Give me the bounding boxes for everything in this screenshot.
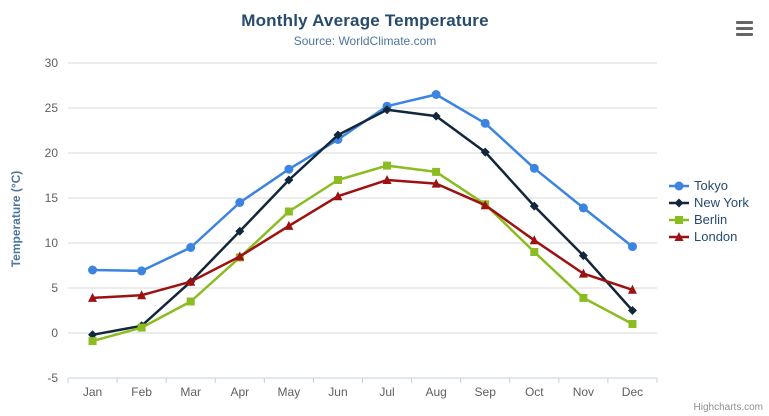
chart-subtitle: Source: WorldClimate.com [293,34,437,48]
x-axis-label: Jul [379,385,394,399]
legend-label: London [694,229,738,244]
berlin-series-marker-icon [669,215,689,224]
data-point-marker[interactable] [627,242,637,252]
legend: Tokyo New York Berlin London [669,177,749,245]
data-point-marker[interactable] [480,200,490,210]
data-point-marker[interactable] [628,320,637,328]
data-point-marker[interactable] [88,292,98,302]
data-point-marker[interactable] [383,161,392,170]
data-point-marker[interactable] [627,284,637,294]
y-axis-label: -5 [47,371,58,385]
data-point-marker[interactable] [432,167,441,176]
y-axis-label: 0 [51,326,58,340]
data-point-marker[interactable] [382,105,392,115]
data-point-marker[interactable] [88,330,98,340]
legend-label: New York [694,195,749,210]
series-line[interactable] [91,164,634,343]
data-point-marker[interactable] [284,175,294,185]
data-point-marker[interactable] [431,90,441,99]
export-menu-button[interactable] [732,17,756,39]
data-point-marker[interactable] [137,290,147,300]
data-point-marker[interactable] [333,191,343,201]
x-axis-label: Mar [180,385,201,399]
data-point-marker[interactable] [333,130,343,140]
data-point-marker[interactable] [529,235,539,245]
data-point-marker[interactable] [578,251,588,261]
data-point-marker[interactable] [284,220,294,230]
data-point-marker[interactable] [137,323,146,332]
data-point-marker[interactable] [529,201,539,211]
y-axis-label: 20 [45,146,59,160]
x-axis-label: Apr [230,385,249,399]
data-point-marker[interactable] [88,337,97,346]
series-line[interactable] [91,93,634,273]
legend-item-tokyo[interactable]: Tokyo [669,177,749,194]
data-point-marker[interactable] [88,265,98,275]
x-axis-label: Nov [573,385,594,399]
y-axis-label: 15 [45,191,59,205]
x-axis-label: Sep [475,385,497,399]
hamburger-menu-icon [735,26,753,30]
data-point-marker[interactable] [235,251,245,261]
data-point-marker[interactable] [333,176,342,184]
data-point-marker[interactable] [579,293,588,302]
data-point-marker[interactable] [431,111,441,121]
legend-label: Tokyo [694,178,728,193]
legend-label: Berlin [694,212,728,227]
series-tokyo[interactable] [88,90,637,276]
y-axis-label: 30 [45,56,59,70]
data-point-marker[interactable] [529,163,539,173]
y-axis-label: 25 [45,101,59,115]
data-point-marker[interactable] [431,178,441,188]
data-point-marker[interactable] [186,276,196,286]
data-point-marker[interactable] [186,297,195,306]
data-point-marker[interactable] [530,248,539,256]
y-axis-label: 10 [45,236,59,250]
tokyo-series-marker-icon [669,181,689,190]
hamburger-menu-icon [735,32,753,36]
data-point-marker[interactable] [186,243,196,252]
data-point-marker[interactable] [235,198,245,207]
data-point-marker[interactable] [627,306,637,315]
x-axis-label: Dec [622,385,643,399]
data-point-marker[interactable] [284,164,294,174]
series-london[interactable] [88,175,637,302]
x-axis-label: Oct [525,385,544,399]
legend-item-new-york[interactable]: New York [669,194,749,211]
series-new-york[interactable] [88,105,637,340]
highcharts-credit-link[interactable]: Highcharts.com [693,402,763,413]
x-axis-label: Jun [328,385,347,399]
legend-item-london[interactable]: London [669,228,749,245]
data-point-marker[interactable] [382,175,392,184]
data-point-marker[interactable] [137,266,147,276]
x-axis-label: Aug [425,385,446,399]
series-line[interactable] [91,178,634,300]
y-axis-label: 5 [51,281,58,295]
x-axis-label: Feb [131,385,152,399]
chart-title: Monthly Average Temperature [241,11,489,30]
data-point-marker[interactable] [480,118,490,128]
data-point-marker[interactable] [480,147,490,157]
data-point-marker[interactable] [578,203,588,213]
y-axis-title: Temperature (°C) [9,170,23,268]
data-point-marker[interactable] [284,207,293,216]
series-line[interactable] [91,108,634,337]
london-series-marker-icon [669,231,689,241]
legend-item-berlin[interactable]: Berlin [669,211,749,228]
data-point-marker[interactable] [235,226,245,236]
data-point-marker[interactable] [578,268,588,278]
x-axis-label: May [278,385,301,399]
hamburger-menu-icon [735,20,753,24]
new-york-series-marker-icon [669,198,689,207]
x-axis-label: Jan [83,385,102,399]
